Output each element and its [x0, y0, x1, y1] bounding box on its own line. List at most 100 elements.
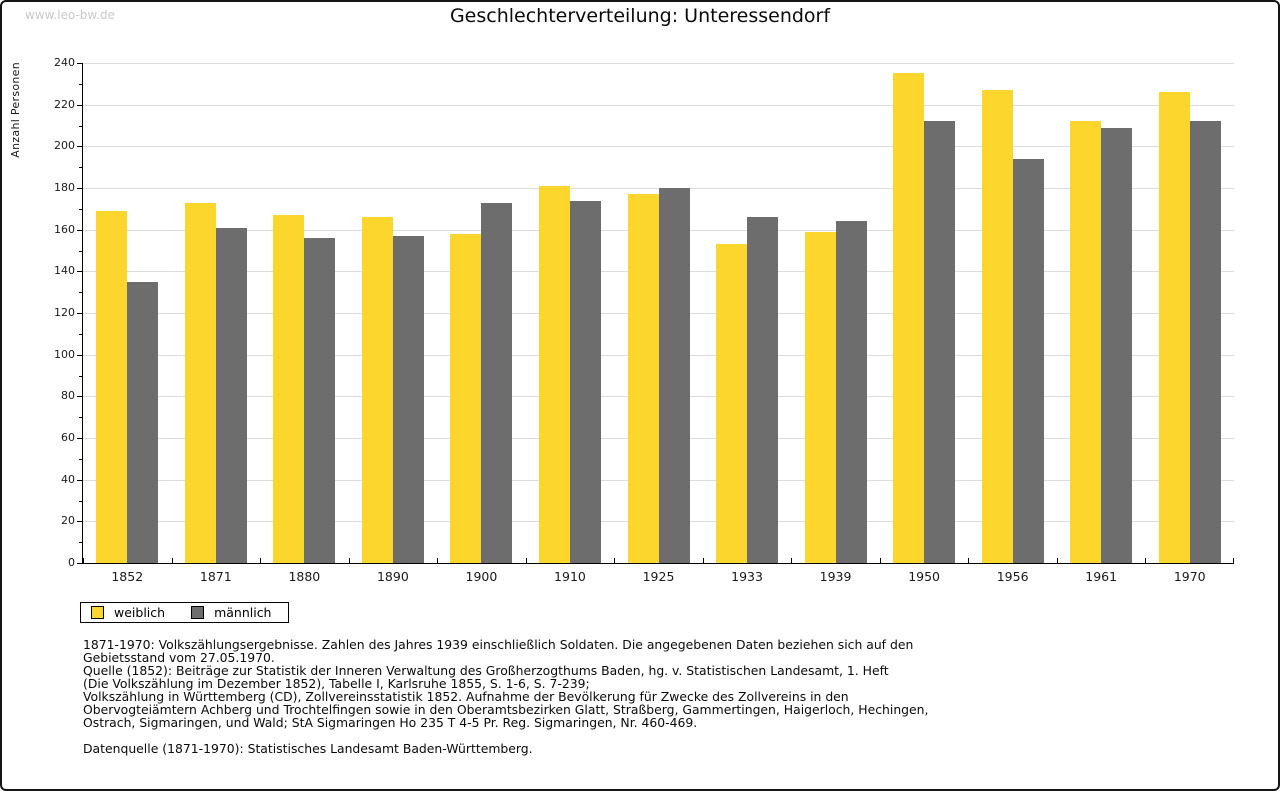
- y-tick-label-0: 0: [68, 556, 75, 569]
- y-minor-tick-70: [79, 417, 83, 419]
- x-tick-label-1900: 1900: [465, 569, 498, 584]
- y-tick-60: [77, 438, 83, 439]
- y-minor-tick-150: [79, 250, 83, 252]
- bar-weiblich-1970: [1158, 92, 1190, 563]
- y-tick-label-60: 60: [61, 431, 75, 444]
- bar-weiblich-1880: [273, 215, 305, 563]
- legend-swatch-maennlich: [191, 606, 205, 619]
- y-minor-tick-210: [79, 125, 83, 127]
- legend-item-weiblich: weiblich: [91, 605, 165, 620]
- y-minor-tick-190: [79, 167, 83, 169]
- bar-weiblich-1890: [361, 217, 393, 563]
- bar-männlich-1925: [658, 188, 690, 563]
- x-tick-label-1970: 1970: [1173, 569, 1206, 584]
- bar-weiblich-1871: [184, 202, 216, 563]
- x-tick-label-1880: 1880: [288, 569, 321, 584]
- x-boundary-tick-7: [703, 558, 704, 563]
- source-note-line: Quelle (1852): Beiträge zur Statistik de…: [83, 663, 889, 678]
- bar-männlich-1939: [835, 221, 867, 563]
- bar-weiblich-1939: [804, 231, 836, 563]
- y-axis-title: Anzahl Personen: [9, 62, 22, 158]
- x-tick-label-1910: 1910: [554, 569, 586, 584]
- x-boundary-tick-2: [260, 558, 261, 563]
- legend-label-maennlich: männlich: [214, 605, 272, 620]
- y-minor-tick-30: [79, 500, 83, 502]
- bar-weiblich-1950: [893, 73, 925, 563]
- source-note-line: (Die Volkszählung im Dezember 1852), Tab…: [83, 676, 590, 691]
- legend-item-maennlich: männlich: [191, 605, 271, 620]
- x-tick-label-1956: 1956: [996, 569, 1029, 584]
- x-boundary-tick-6: [614, 558, 615, 563]
- x-boundary-tick-9: [880, 558, 881, 563]
- source-note-line: Ostrach, Sigmaringen, und Wald; StA Sigm…: [83, 715, 698, 730]
- y-tick-160: [77, 229, 83, 231]
- bar-männlich-1890: [392, 235, 424, 563]
- y-minor-tick-170: [79, 208, 83, 210]
- legend: weiblich männlich: [80, 602, 289, 623]
- bar-weiblich-1933: [716, 244, 748, 563]
- bar-weiblich-1961: [1070, 121, 1102, 563]
- y-tick-label-200: 200: [54, 139, 75, 153]
- bar-männlich-1933: [747, 217, 779, 563]
- plot-area: 1852 1871 1880 1890 1900 1910 1925 1933 1939 1950…: [54, 56, 1234, 584]
- bar-männlich-1910: [569, 200, 601, 563]
- x-boundary-tick-4: [437, 558, 438, 563]
- x-tick-label-1939: 1939: [819, 569, 852, 584]
- x-tick-label-1950: 1950: [908, 569, 941, 584]
- gridline-240: [83, 63, 1234, 64]
- x-tick-label-1925: 1925: [642, 569, 675, 584]
- x-boundary-tick-13: [1233, 558, 1234, 563]
- y-tick-label-160: 160: [54, 222, 75, 236]
- legend-swatch-weiblich: [91, 606, 104, 619]
- bar-männlich-1871: [215, 227, 247, 563]
- bar-männlich-1880: [304, 238, 336, 563]
- watermark: www.leo-bw.de: [25, 8, 115, 22]
- gridline-200: [83, 146, 1234, 148]
- x-boundary-tick-10: [968, 558, 969, 563]
- y-tick-120: [77, 313, 83, 314]
- bar-männlich-1900: [481, 202, 513, 563]
- x-tick-label-1852: 1852: [111, 569, 144, 584]
- y-tick-100: [77, 354, 83, 356]
- y-minor-tick-110: [79, 333, 83, 335]
- y-tick-0: [77, 563, 83, 564]
- source-note-line: Volkszählung in Württemberg (CD), Zollve…: [83, 689, 849, 704]
- source-notes: 1871-1970: Volkszählungsergebnisse. Zahl…: [83, 638, 928, 755]
- y-tick-240: [77, 63, 83, 64]
- x-boundary-tick-12: [1145, 558, 1146, 563]
- y-minor-tick-130: [79, 292, 83, 294]
- source-note-line: Gebietsstand vom 27.05.1970.: [83, 650, 275, 665]
- bar-männlich-1956: [1012, 158, 1044, 563]
- bar-weiblich-1900: [450, 233, 482, 563]
- y-tick-80: [77, 396, 83, 398]
- bar-männlich-1970: [1189, 121, 1221, 563]
- y-tick-200: [77, 146, 83, 148]
- y-tick-label-100: 100: [54, 347, 75, 361]
- y-tick-40: [77, 479, 83, 481]
- bar-männlich-1961: [1101, 127, 1133, 563]
- bar-männlich-1852: [127, 281, 159, 563]
- bar-weiblich-1925: [627, 194, 659, 563]
- source-note-line: Obervogteiämtern Achberg und Trochtelfin…: [83, 702, 929, 717]
- bar-männlich-1950: [924, 121, 956, 563]
- x-tick-label-1890: 1890: [376, 569, 409, 584]
- y-tick-label-180: 180: [54, 181, 75, 194]
- y-tick-label-220: 220: [54, 97, 75, 111]
- bar-weiblich-1852: [96, 210, 128, 563]
- y-tick-180: [77, 188, 83, 189]
- x-boundary-tick-0: [83, 558, 84, 563]
- x-boundary-tick-11: [1057, 558, 1058, 563]
- x-boundary-tick-3: [349, 558, 350, 563]
- bar-weiblich-1956: [981, 90, 1013, 563]
- bar-weiblich-1910: [538, 185, 570, 563]
- gridline-220: [83, 104, 1234, 106]
- x-boundary-tick-8: [791, 558, 792, 563]
- y-tick-20: [77, 521, 83, 523]
- y-tick-140: [77, 271, 83, 273]
- y-tick-label-140: 140: [54, 264, 75, 278]
- y-tick-label-40: 40: [61, 472, 75, 486]
- chart-title: Geschlechterverteilung: Unteressendorf: [449, 5, 831, 27]
- source-note-line: 1871-1970: Volkszählungsergebnisse. Zahl…: [83, 637, 914, 652]
- x-tick-label-1871: 1871: [199, 569, 232, 584]
